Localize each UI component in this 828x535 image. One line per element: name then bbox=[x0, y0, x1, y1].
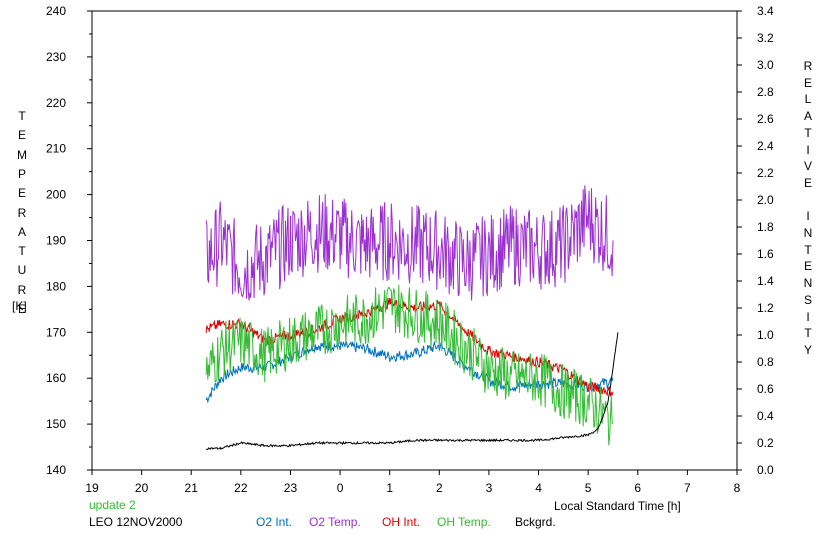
left-axis-title-letter: R bbox=[17, 282, 27, 297]
right-axis-title-letter: I bbox=[806, 209, 810, 224]
right-axis-title-letter: I bbox=[806, 309, 810, 324]
y-right-tick-label: 1.2 bbox=[757, 301, 774, 315]
left-axis-title-letter: M bbox=[17, 147, 27, 162]
y-right-tick-label: 3.4 bbox=[757, 4, 774, 18]
left-axis-title-letter: R bbox=[17, 205, 27, 220]
legend-item: O2 Temp. bbox=[309, 515, 361, 529]
right-axis-title-letter: Y bbox=[803, 342, 812, 357]
y-left-tick-label: 220 bbox=[46, 96, 66, 110]
x-tick-label: 2 bbox=[436, 481, 443, 495]
x-tick-label: 22 bbox=[234, 481, 248, 495]
left-axis-title-letter: A bbox=[17, 224, 26, 239]
left-axis-title-letter: E bbox=[17, 128, 26, 143]
x-tick-label: 19 bbox=[85, 481, 99, 495]
right-axis-title-letter: E bbox=[803, 75, 812, 90]
left-axis-title-letter: E bbox=[17, 186, 26, 201]
y-right-tick-label: 0.8 bbox=[757, 355, 774, 369]
y-right-tick-label: 1.6 bbox=[757, 247, 774, 261]
y-left-tick-label: 170 bbox=[46, 325, 66, 339]
right-axis-title-letter: E bbox=[803, 259, 812, 274]
y-right-tick-label: 2.0 bbox=[757, 193, 774, 207]
legend-item: OH Int. bbox=[382, 515, 421, 529]
update-note: update 2 bbox=[89, 498, 136, 512]
y-left-tick-label: 230 bbox=[46, 50, 66, 64]
left-axis-title-letter: T bbox=[18, 109, 26, 123]
y-left-tick-label: 240 bbox=[46, 4, 66, 18]
x-tick-label: 23 bbox=[284, 481, 298, 495]
x-tick-label: 5 bbox=[585, 481, 592, 495]
x-tick-label: 21 bbox=[185, 481, 199, 495]
right-axis-title-letter: R bbox=[803, 59, 813, 73]
x-tick-label: 0 bbox=[337, 481, 344, 495]
y-right-tick-label: 1.8 bbox=[757, 220, 774, 234]
y-right-tick-label: 0.2 bbox=[757, 436, 774, 450]
right-axis-title-letter: E bbox=[803, 175, 812, 190]
series-line bbox=[205, 297, 614, 397]
x-tick-label: 4 bbox=[535, 481, 542, 495]
x-tick-label: 3 bbox=[486, 481, 493, 495]
right-axis-title-letter: L bbox=[804, 92, 812, 107]
y-left-tick-label: 160 bbox=[46, 371, 66, 385]
y-right-tick-label: 2.2 bbox=[757, 166, 774, 180]
y-left-tick-label: 190 bbox=[46, 234, 66, 248]
y-right-tick-label: 2.8 bbox=[757, 85, 774, 99]
series-line bbox=[205, 185, 614, 301]
x-tick-label: 1 bbox=[386, 481, 393, 495]
y-right-tick-label: 2.4 bbox=[757, 139, 774, 153]
y-right-tick-label: 2.6 bbox=[757, 112, 774, 126]
y-left-tick-label: 180 bbox=[46, 279, 66, 293]
y-left-tick-label: 150 bbox=[46, 417, 66, 431]
y-right-tick-label: 3.2 bbox=[757, 31, 774, 45]
right-axis-title-letter: A bbox=[803, 109, 812, 124]
right-axis-title-letter: V bbox=[803, 159, 812, 174]
left-axis-title-letter: P bbox=[17, 166, 26, 181]
x-tick-label: 20 bbox=[135, 481, 149, 495]
x-tick-label: 7 bbox=[684, 481, 691, 495]
y-left-tick-label: 140 bbox=[46, 463, 66, 477]
y-right-tick-label: 3.0 bbox=[757, 58, 774, 72]
left-axis-title-letter: E bbox=[17, 302, 26, 316]
y-left-tick-label: 200 bbox=[46, 188, 66, 202]
y-right-tick-label: 0.0 bbox=[757, 463, 774, 477]
y-right-tick-label: 0.6 bbox=[757, 382, 774, 396]
right-axis-title-letter: T bbox=[804, 326, 812, 341]
series-line bbox=[205, 332, 619, 451]
left-axis-title-letter: U bbox=[17, 263, 27, 278]
y-left-tick-label: 210 bbox=[46, 142, 66, 156]
station-label: LEO 12NOV2000 bbox=[89, 515, 183, 529]
y-right-tick-label: 1.0 bbox=[757, 328, 774, 342]
left-axis-unit: [K] bbox=[12, 299, 27, 313]
series-line bbox=[205, 284, 614, 446]
x-tick-label: 6 bbox=[634, 481, 641, 495]
left-axis-title-letter: T bbox=[18, 244, 26, 259]
y-right-tick-label: 0.4 bbox=[757, 409, 774, 423]
x-tick-label: 8 bbox=[734, 481, 741, 495]
right-axis-title-letter: N bbox=[803, 226, 813, 240]
right-axis-title-letter: N bbox=[803, 276, 813, 291]
right-axis-title-letter: I bbox=[806, 142, 810, 157]
legend-item: O2 Int. bbox=[256, 515, 293, 529]
right-axis-title-letter: T bbox=[804, 125, 812, 140]
y-right-tick-label: 1.4 bbox=[757, 274, 774, 288]
legend-item: OH Temp. bbox=[437, 515, 491, 529]
right-axis-title-letter: S bbox=[803, 292, 812, 307]
right-axis-title-letter: T bbox=[804, 242, 812, 257]
xaxis-title: Local Standard Time [h] bbox=[554, 499, 681, 513]
legend-item: Bckgrd. bbox=[515, 515, 556, 529]
